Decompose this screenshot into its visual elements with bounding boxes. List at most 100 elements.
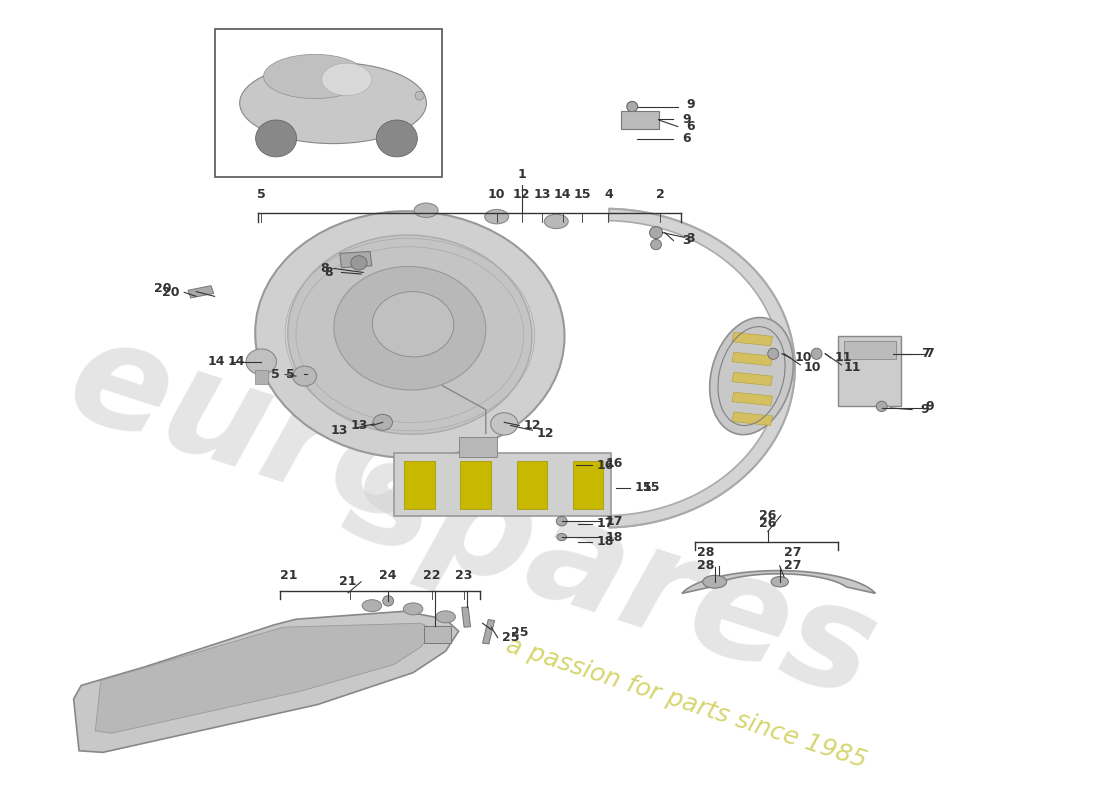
- Ellipse shape: [650, 226, 662, 238]
- Bar: [732, 332, 772, 346]
- Text: 9: 9: [686, 98, 695, 110]
- Text: 13: 13: [331, 424, 348, 437]
- Text: 21: 21: [279, 569, 297, 582]
- Bar: [732, 372, 772, 386]
- Text: 5: 5: [271, 368, 279, 381]
- Ellipse shape: [415, 91, 425, 100]
- Bar: [459, 438, 496, 458]
- Bar: [405, 462, 435, 510]
- Bar: [214, 30, 442, 177]
- Ellipse shape: [877, 401, 887, 411]
- Text: 20: 20: [154, 282, 172, 295]
- Text: 28: 28: [697, 546, 715, 559]
- Text: 5: 5: [286, 368, 295, 381]
- Bar: [394, 454, 611, 515]
- Ellipse shape: [240, 62, 427, 143]
- Text: a passion for parts since 1985: a passion for parts since 1985: [503, 633, 870, 773]
- Text: 24: 24: [379, 569, 397, 582]
- Ellipse shape: [544, 214, 569, 229]
- Bar: [462, 607, 471, 627]
- Text: 2: 2: [656, 188, 664, 201]
- Text: 8: 8: [324, 266, 333, 279]
- Text: 12: 12: [524, 419, 541, 432]
- Text: 26: 26: [759, 517, 777, 530]
- Bar: [461, 462, 491, 510]
- Text: 13: 13: [350, 419, 367, 432]
- Text: 12: 12: [513, 188, 530, 201]
- Text: 15: 15: [573, 188, 591, 201]
- Text: 5: 5: [257, 188, 265, 201]
- Text: 11: 11: [835, 351, 852, 364]
- Polygon shape: [608, 209, 795, 527]
- Ellipse shape: [362, 600, 382, 612]
- Ellipse shape: [383, 596, 394, 606]
- Ellipse shape: [246, 349, 276, 374]
- Ellipse shape: [627, 102, 638, 112]
- Text: 16: 16: [605, 458, 623, 470]
- Ellipse shape: [557, 516, 568, 526]
- Text: 9: 9: [682, 113, 691, 126]
- Text: 27: 27: [784, 546, 802, 559]
- Text: 22: 22: [422, 569, 440, 582]
- Text: 10: 10: [488, 188, 505, 201]
- Bar: [572, 462, 603, 510]
- Ellipse shape: [415, 203, 438, 218]
- Ellipse shape: [768, 348, 779, 359]
- Text: 28: 28: [697, 559, 715, 572]
- Text: 9: 9: [925, 400, 934, 413]
- Text: spares: spares: [329, 424, 892, 727]
- Bar: [621, 111, 659, 129]
- Bar: [517, 462, 547, 510]
- Ellipse shape: [771, 577, 789, 587]
- Text: 20: 20: [163, 286, 180, 299]
- Text: 8: 8: [320, 262, 329, 275]
- Bar: [340, 251, 372, 268]
- Ellipse shape: [288, 235, 532, 434]
- Bar: [838, 336, 901, 406]
- Ellipse shape: [264, 54, 366, 98]
- Ellipse shape: [436, 611, 455, 623]
- Polygon shape: [96, 623, 435, 734]
- Text: 13: 13: [534, 188, 551, 201]
- Ellipse shape: [650, 239, 661, 250]
- Ellipse shape: [703, 575, 727, 588]
- Text: 25: 25: [502, 631, 519, 644]
- Text: 3: 3: [682, 234, 691, 247]
- Text: 3: 3: [686, 233, 695, 246]
- Text: 9: 9: [921, 403, 929, 416]
- Bar: [732, 392, 772, 406]
- Text: 18: 18: [605, 530, 623, 544]
- Text: 1: 1: [517, 168, 526, 181]
- Ellipse shape: [334, 266, 486, 390]
- Bar: [188, 286, 213, 298]
- Text: 10: 10: [804, 361, 821, 374]
- Text: 10: 10: [795, 351, 812, 364]
- Ellipse shape: [321, 63, 372, 96]
- Text: 16: 16: [596, 459, 614, 472]
- Text: 14: 14: [228, 355, 245, 368]
- Bar: [732, 412, 772, 426]
- Text: 23: 23: [455, 569, 473, 582]
- Ellipse shape: [255, 120, 297, 157]
- Text: 17: 17: [605, 514, 623, 528]
- Text: 12: 12: [537, 427, 554, 440]
- Ellipse shape: [710, 318, 793, 434]
- Text: 26: 26: [759, 509, 777, 522]
- Text: 14: 14: [554, 188, 572, 201]
- Ellipse shape: [491, 413, 518, 435]
- Text: 17: 17: [596, 517, 614, 530]
- Text: 18: 18: [596, 535, 614, 549]
- Text: 11: 11: [844, 361, 861, 374]
- Ellipse shape: [376, 120, 417, 157]
- Ellipse shape: [373, 291, 454, 357]
- Bar: [732, 352, 772, 366]
- Text: euro: euro: [53, 307, 453, 557]
- Bar: [424, 626, 451, 643]
- Text: 6: 6: [682, 132, 691, 145]
- Text: 6: 6: [686, 120, 695, 133]
- Ellipse shape: [404, 603, 422, 615]
- Text: 4: 4: [604, 188, 613, 201]
- Bar: [483, 619, 495, 644]
- Text: 21: 21: [339, 575, 356, 588]
- Text: 7: 7: [921, 347, 929, 360]
